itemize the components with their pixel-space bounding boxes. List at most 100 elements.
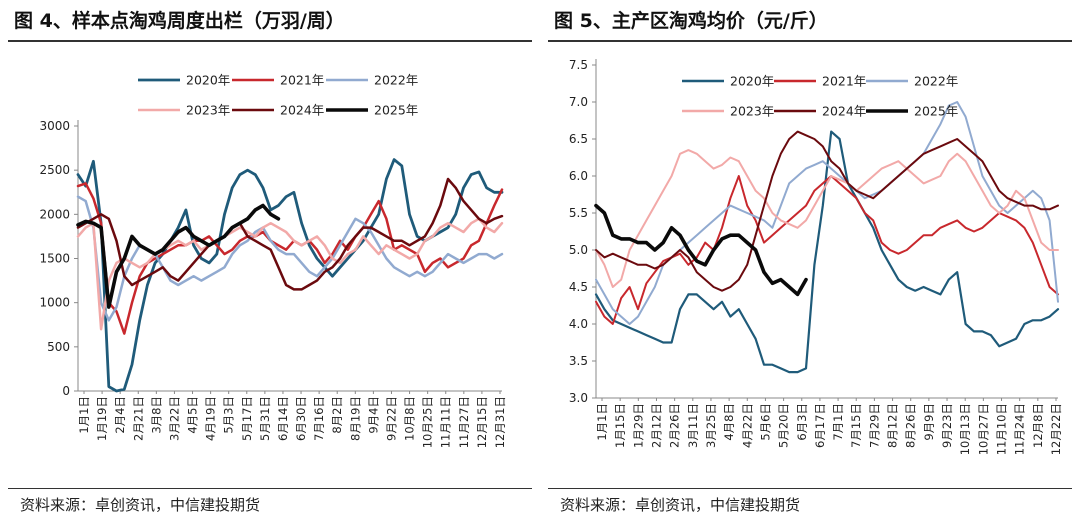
x-tick-label: 4月5日 — [186, 396, 200, 434]
source-note: 资料来源：卓创资讯，中信建投期货 — [560, 496, 801, 514]
x-tick-label: 5月20日 — [777, 403, 791, 448]
y-tick-label: 4.5 — [569, 280, 588, 294]
series-line-2025年 — [594, 203, 808, 297]
legend-label: 2025年 — [914, 104, 958, 119]
legend-label: 2024年 — [822, 104, 866, 119]
x-tick-label: 10月25日 — [421, 396, 435, 448]
x-tick-label: 5月6日 — [758, 403, 772, 441]
y-tick-label: 500 — [47, 340, 70, 354]
series-line-2025年 — [76, 203, 281, 309]
x-tick-label: 8月26日 — [904, 403, 918, 448]
y-tick-label: 2500 — [39, 163, 70, 177]
figure-title: 图 5、主产区淘鸡均价（元/斤） — [554, 10, 828, 32]
x-tick-label: 9月22日 — [384, 396, 398, 441]
x-tick-label: 11月11日 — [439, 396, 453, 448]
legend-label: 2022年 — [374, 73, 418, 88]
x-tick-label: 10月13日 — [958, 403, 972, 455]
series-line-2024年 — [595, 130, 1059, 292]
legend-entry-2020年: 2020年 — [138, 73, 230, 88]
x-tick-label: 3月8日 — [149, 396, 163, 434]
x-tick-label: 12月8日 — [1031, 403, 1045, 448]
x-tick-label: 4月8日 — [722, 403, 736, 441]
x-tick-label: 7月1日 — [831, 403, 845, 441]
x-tick-label: 7月15日 — [849, 403, 863, 448]
legend-label: 2022年 — [914, 74, 958, 89]
legend-entry-2023年: 2023年 — [682, 104, 774, 119]
x-tick-label: 4月19日 — [204, 396, 218, 441]
y-tick-label: 4.0 — [569, 317, 588, 331]
legend-entry-2024年: 2024年 — [774, 104, 866, 119]
x-tick-label: 8月19日 — [348, 396, 362, 441]
y-tick-label: 3.0 — [569, 391, 588, 405]
y-tick-label: 2000 — [39, 207, 70, 221]
x-tick-label: 10月27日 — [976, 403, 990, 455]
series-line-2024年 — [76, 177, 504, 291]
source-note: 资料来源：卓创资讯，中信建投期货 — [20, 496, 261, 514]
legend-entry-2024年: 2024年 — [232, 103, 324, 118]
x-tick-label: 5月31日 — [258, 396, 272, 441]
x-tick-label: 4月22日 — [740, 403, 754, 448]
y-tick-label: 1000 — [39, 296, 70, 310]
x-tick-label: 9月23日 — [940, 403, 954, 448]
x-tick-label: 1月29日 — [631, 403, 645, 448]
figure-title: 图 4、样本点淘鸡周度出栏（万羽/周） — [14, 10, 345, 32]
y-tick-label: 1500 — [39, 252, 70, 266]
x-tick-label: 1月19日 — [95, 396, 109, 441]
legend-label: 2020年 — [730, 74, 774, 89]
title-rule — [548, 40, 1072, 42]
x-tick-label: 1月1日 — [595, 403, 609, 441]
x-tick-label: 7月29日 — [867, 403, 881, 448]
x-tick-label: 2月26日 — [668, 403, 682, 448]
x-tick-label: 5月3日 — [222, 396, 236, 434]
x-tick-label: 6月3日 — [795, 403, 809, 441]
source-rule — [8, 488, 532, 489]
legend-entry-2021年: 2021年 — [774, 74, 866, 89]
panel-weekly-culled-hens: 图 4、样本点淘鸡周度出栏（万羽/周） 0 500 1000 1500 2000 2500… — [8, 0, 532, 522]
y-tick-label: 7.0 — [569, 95, 588, 109]
series-line-2023年 — [76, 217, 504, 331]
x-tick-label: 11月10日 — [995, 403, 1009, 455]
x-tick-label: 6月30日 — [294, 396, 308, 441]
series-line-2022年 — [595, 101, 1059, 325]
x-tick-label: 3月25日 — [704, 403, 718, 448]
x-tick-label: 2月21日 — [131, 396, 145, 441]
legend-label: 2024年 — [280, 103, 324, 118]
legend-entry-2022年: 2022年 — [326, 73, 418, 88]
x-tick-label: 12月22日 — [1049, 403, 1063, 455]
x-tick-label: 9月4日 — [366, 396, 380, 434]
x-tick-label: 1月15日 — [613, 403, 627, 448]
y-tick-label: 6.0 — [569, 169, 588, 183]
legend-entry-2025年: 2025年 — [326, 103, 418, 118]
y-tick-label: 5.0 — [569, 243, 588, 257]
series-line-2023年 — [595, 149, 1059, 288]
legend-label: 2021年 — [280, 73, 324, 88]
x-tick-label: 1月1日 — [77, 396, 91, 434]
x-tick-label: 2月4日 — [113, 396, 127, 434]
legend-label: 2021年 — [822, 74, 866, 89]
x-tick-label: 12月15日 — [475, 396, 489, 448]
x-tick-label: 9月9日 — [922, 403, 936, 441]
legend-entry-2021年: 2021年 — [232, 73, 324, 88]
x-tick-label: 8月12日 — [886, 403, 900, 448]
x-tick-label: 6月14日 — [276, 396, 290, 441]
y-tick-label: 0 — [62, 384, 70, 398]
x-tick-label: 3月22日 — [167, 396, 181, 441]
panel-culled-hen-price: 图 5、主产区淘鸡均价（元/斤） 3.0 3.5 4.0 4.5 5.0 5.5 6.0 6.… — [548, 0, 1072, 522]
legend-label: 2025年 — [374, 103, 418, 118]
legend-entry-2023年: 2023年 — [138, 103, 230, 118]
y-tick-label: 3.5 — [569, 354, 588, 368]
title-rule — [8, 40, 532, 42]
legend-label: 2023年 — [186, 103, 230, 118]
legend-entry-2025年: 2025年 — [866, 104, 958, 119]
legend-entry-2022年: 2022年 — [866, 74, 958, 89]
y-tick-label: 3000 — [39, 119, 70, 133]
x-tick-label: 10月8日 — [403, 396, 417, 441]
legend-entry-2020年: 2020年 — [682, 74, 774, 89]
chart-weekly-culled-hens: 0 500 1000 1500 2000 2500 3000 1月1日 1月19日 2月4日 2月2… — [39, 73, 507, 449]
y-tick-label: 5.5 — [569, 206, 588, 220]
x-tick-label: 11月27日 — [457, 396, 471, 448]
series-line-2021年 — [595, 175, 1059, 325]
legend-label: 2020年 — [186, 73, 230, 88]
series-line-2020年 — [594, 130, 1060, 374]
x-tick-label: 7月16日 — [312, 396, 326, 441]
